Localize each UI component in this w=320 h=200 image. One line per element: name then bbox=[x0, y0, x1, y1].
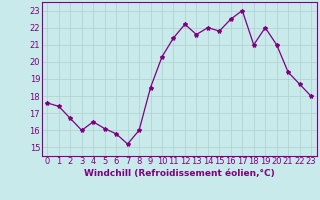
X-axis label: Windchill (Refroidissement éolien,°C): Windchill (Refroidissement éolien,°C) bbox=[84, 169, 275, 178]
